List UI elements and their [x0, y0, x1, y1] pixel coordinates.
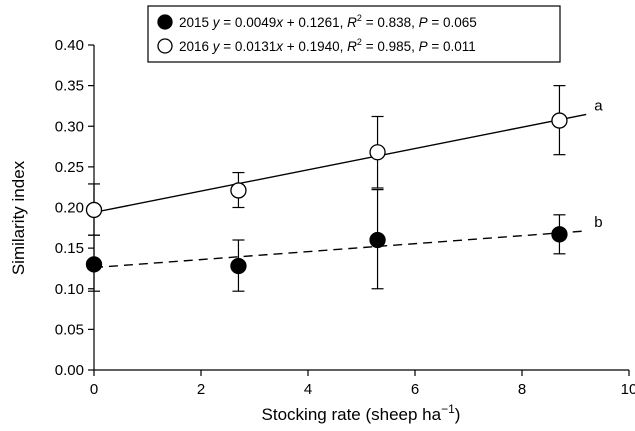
legend-text-part: y: [212, 15, 221, 30]
x-tick-label: 10: [621, 381, 635, 398]
error-bars: [88, 85, 566, 292]
fit-line-2016: [93, 113, 587, 214]
x-tick-label: 0: [90, 381, 98, 398]
x-tick-label: 8: [518, 381, 526, 398]
point-2016: [230, 182, 247, 199]
y-tick-label: 0.20: [55, 200, 84, 217]
legend-text-part: = 0.011: [428, 39, 476, 54]
fit-lines: ba: [93, 97, 603, 269]
legend-text-part: = 0.0049: [220, 15, 277, 30]
y-axis-title: Similarity index: [9, 160, 28, 275]
legend: 2015 y = 0.0049x + 0.1261, R2 = 0.838, P…: [157, 13, 477, 54]
legend-text-part: = 0.985,: [362, 39, 419, 54]
legend-text-part: R: [347, 39, 357, 54]
y-tick-label: 0.25: [55, 159, 84, 176]
point-2015: [85, 256, 103, 273]
point-2015: [369, 231, 386, 249]
x-axis-title-sup: −1: [441, 402, 455, 416]
fit-label-2016: a: [594, 97, 603, 114]
x-axis-title: Stocking rate (sheep ha−1): [262, 402, 461, 424]
legend-text-part: + 0.1261,: [283, 15, 347, 30]
x-axis-title-end: ): [455, 405, 461, 424]
legend-marker-2016: [157, 38, 173, 54]
legend-text-part: x: [275, 15, 284, 30]
legend-marker-2015: [157, 14, 173, 30]
legend-text-part: 2: [357, 37, 362, 47]
y-tick-label: 0.15: [55, 240, 84, 257]
legend-text-part: = 0.065: [428, 15, 477, 30]
legend-text-part: y: [212, 39, 221, 54]
x-tick-label: 2: [197, 381, 205, 398]
legend-text-part: = 0.0131: [220, 39, 277, 54]
legend-text-part: 2015: [179, 15, 213, 30]
x-tick-label: 4: [304, 381, 312, 398]
point-2016: [369, 144, 386, 161]
y-tick-label: 0.05: [55, 321, 84, 338]
y-tick-label: 0.40: [55, 37, 84, 54]
legend-text-part: x: [275, 39, 284, 54]
x-axis-title-main: Stocking rate (sheep ha: [262, 405, 442, 424]
axes: 0.00 0.05 0.10 0.15 0.20 0.25 0.30 0.35 0.40 0 2 4 6…: [55, 37, 635, 398]
point-2016: [551, 112, 568, 129]
point-2015: [230, 257, 247, 275]
legend-text-part: = 0.838,: [362, 15, 419, 30]
legend-text-part: P: [419, 15, 428, 30]
legend-text-part: P: [419, 39, 428, 54]
data-points: [85, 112, 568, 275]
legend-entry-2016: 2016 y = 0.0131x + 0.1940, R2 = 0.985, P…: [179, 37, 476, 54]
fit-label-2015: b: [594, 214, 602, 231]
legend-entry-2015: 2015 y = 0.0049x + 0.1261, R2 = 0.838, P…: [179, 13, 477, 30]
x-tick-label: 6: [411, 381, 419, 398]
legend-text-part: 2016: [179, 39, 213, 54]
fit-line-2015: [93, 230, 587, 269]
y-tick-label: 0.00: [55, 362, 84, 379]
y-tick-label: 0.30: [55, 118, 84, 135]
point-2016: [85, 201, 103, 219]
point-2015: [551, 226, 568, 243]
legend-box: [147, 5, 561, 63]
legend-text-part: R: [347, 15, 357, 30]
legend-text-part: + 0.1940,: [283, 39, 347, 54]
y-tick-label: 0.10: [55, 281, 84, 298]
legend-text-part: 2: [357, 13, 362, 23]
y-tick-label: 0.35: [55, 78, 84, 95]
